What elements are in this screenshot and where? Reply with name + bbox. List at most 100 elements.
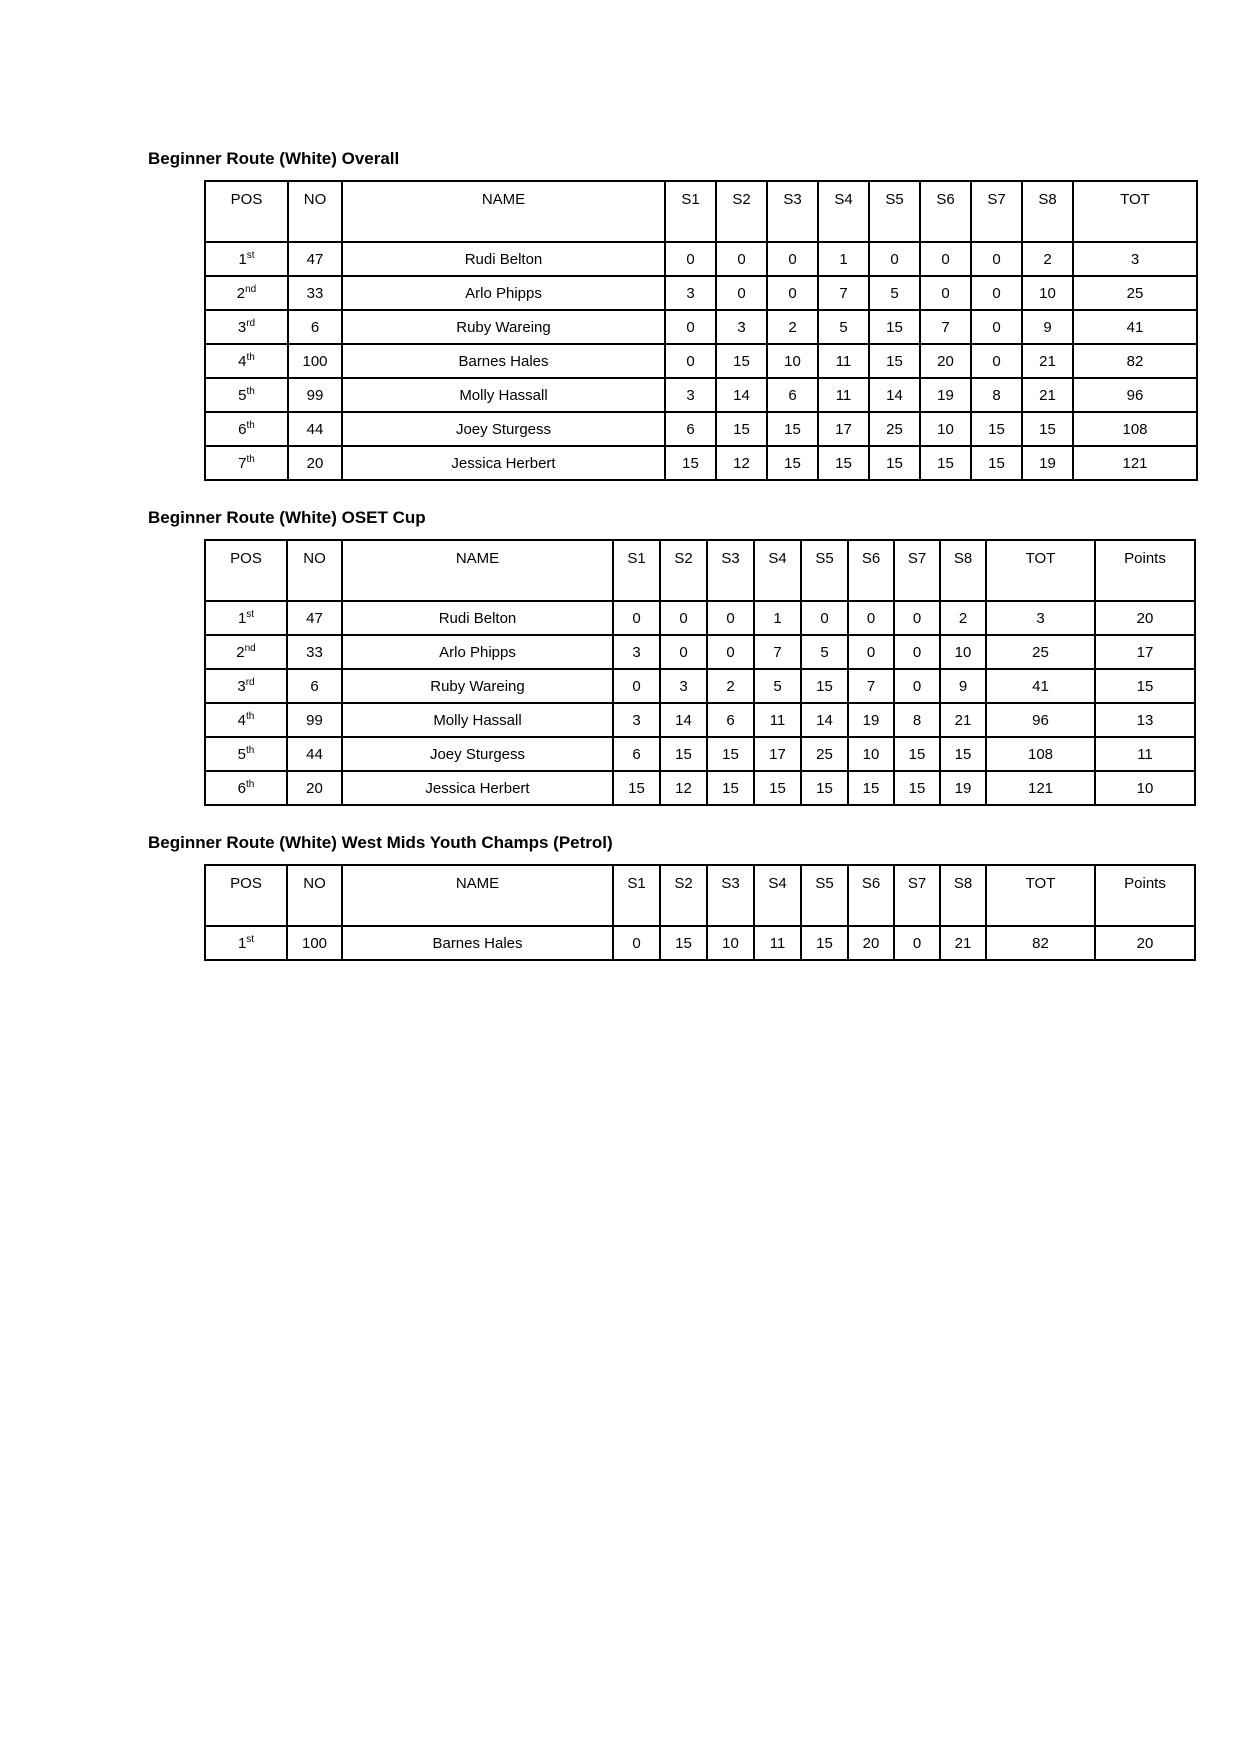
score-cell-s4: 5 xyxy=(817,309,870,345)
pos-number: 4 xyxy=(237,711,246,729)
total-cell: 41 xyxy=(1072,309,1198,345)
pos-ordinal-suffix: st xyxy=(246,249,255,261)
score-cell-s8: 21 xyxy=(1021,343,1074,379)
score-cell-s8: 10 xyxy=(939,634,987,670)
column-header-points: Points xyxy=(1094,539,1196,602)
pos-number: 3 xyxy=(237,318,247,336)
table-row: 1st 100 Barnes Hales 0 15 10 11 15 20 0 21 82 20 xyxy=(204,925,1196,961)
table-row: 3rd 6 Ruby Wareing 0 3 2 5 15 7 0 9 41 xyxy=(204,309,1198,345)
score-cell-s3: 15 xyxy=(766,445,819,481)
column-header-name: NAME xyxy=(341,539,614,602)
score-cell-s4: 11 xyxy=(817,343,870,379)
points-cell: 10 xyxy=(1094,770,1196,806)
score-cell-s7: 15 xyxy=(893,770,941,806)
score-cell-s7: 0 xyxy=(970,309,1023,345)
score-cell-s4: 15 xyxy=(753,770,802,806)
table-row: 6th 20 Jessica Herbert 15 12 15 15 15 15 15 19 121 1… xyxy=(204,770,1196,806)
pos-cell: 7th xyxy=(204,445,289,481)
results-table: POS NO NAME S1 S2 S3 S4 S5 S6 S7 S8 TOT Points 1st 47… xyxy=(204,539,1196,806)
score-cell-s6: 0 xyxy=(847,600,895,636)
score-cell-s8: 9 xyxy=(1021,309,1074,345)
column-header-s2: S2 xyxy=(715,180,768,243)
score-cell-s4: 7 xyxy=(817,275,870,311)
score-cell-s5: 15 xyxy=(800,668,849,704)
pos-number: 6 xyxy=(237,779,246,797)
column-header-no: NO xyxy=(286,539,343,602)
score-cell-s2: 0 xyxy=(659,600,708,636)
score-cell-s5: 15 xyxy=(868,309,921,345)
pos-cell: 3rd xyxy=(204,309,289,345)
rider-number-cell: 20 xyxy=(286,770,343,806)
pos-ordinal-suffix: th xyxy=(246,385,255,397)
score-cell-s3: 15 xyxy=(706,770,755,806)
results-table: POS NO NAME S1 S2 S3 S4 S5 S6 S7 S8 TOT 1st 47 Rudi B… xyxy=(204,180,1198,481)
column-header-s8: S8 xyxy=(939,864,987,927)
rider-number-cell: 44 xyxy=(286,736,343,772)
score-cell-s1: 15 xyxy=(612,770,661,806)
score-cell-s3: 6 xyxy=(766,377,819,413)
pos-cell: 5th xyxy=(204,377,289,413)
pos-number: 3 xyxy=(237,677,246,695)
score-cell-s3: 10 xyxy=(766,343,819,379)
score-cell-s2: 0 xyxy=(715,275,768,311)
points-cell: 11 xyxy=(1094,736,1196,772)
score-cell-s4: 7 xyxy=(753,634,802,670)
column-header-s6: S6 xyxy=(919,180,972,243)
column-header-points: Points xyxy=(1094,864,1196,927)
column-header-s5: S5 xyxy=(868,180,921,243)
column-header-s4: S4 xyxy=(817,180,870,243)
total-cell: 121 xyxy=(1072,445,1198,481)
score-cell-s1: 3 xyxy=(612,634,661,670)
score-cell-s4: 17 xyxy=(817,411,870,447)
rider-name-cell: Jessica Herbert xyxy=(341,445,666,481)
pos-cell: 1st xyxy=(204,600,288,636)
score-cell-s6: 19 xyxy=(847,702,895,738)
total-cell: 108 xyxy=(1072,411,1198,447)
column-header-s5: S5 xyxy=(800,539,849,602)
rider-number-cell: 6 xyxy=(286,668,343,704)
pos-number: 4 xyxy=(238,352,247,370)
column-header-pos: POS xyxy=(204,539,288,602)
score-cell-s2: 15 xyxy=(659,736,708,772)
score-cell-s8: 15 xyxy=(939,736,987,772)
column-header-s1: S1 xyxy=(664,180,717,243)
score-cell-s2: 15 xyxy=(715,343,768,379)
score-cell-s1: 15 xyxy=(664,445,717,481)
pos-cell: 4th xyxy=(204,702,288,738)
rider-name-cell: Barnes Hales xyxy=(341,925,614,961)
score-cell-s6: 7 xyxy=(919,309,972,345)
rider-number-cell: 100 xyxy=(287,343,343,379)
score-cell-s4: 11 xyxy=(753,702,802,738)
score-cell-s6: 10 xyxy=(847,736,895,772)
rider-name-cell: Rudi Belton xyxy=(341,241,666,277)
score-cell-s7: 0 xyxy=(970,275,1023,311)
column-header-s5: S5 xyxy=(800,864,849,927)
section-title: Beginner Route (White) Overall xyxy=(148,149,400,168)
section-overall: Beginner Route (White) Overall POS NO NAME… xyxy=(0,148,1240,481)
score-cell-s3: 10 xyxy=(706,925,755,961)
rider-name-cell: Molly Hassall xyxy=(341,377,666,413)
rider-number-cell: 99 xyxy=(287,377,343,413)
section-title: Beginner Route (White) OSET Cup xyxy=(148,508,426,527)
pos-ordinal-suffix: th xyxy=(246,351,255,363)
score-cell-s2: 0 xyxy=(659,634,708,670)
score-cell-s5: 14 xyxy=(868,377,921,413)
table-body: 1st 47 Rudi Belton 0 0 0 1 0 0 0 2 3 20 2nd 33 Arlo Phi… xyxy=(204,600,1196,806)
column-header-s8: S8 xyxy=(1021,180,1074,243)
column-header-s6: S6 xyxy=(847,864,895,927)
table-row: 2nd 33 Arlo Phipps 3 0 0 7 5 0 0 10 25 xyxy=(204,275,1198,311)
column-header-s4: S4 xyxy=(753,539,802,602)
score-cell-s3: 2 xyxy=(706,668,755,704)
table-row: 1st 47 Rudi Belton 0 0 0 1 0 0 0 2 3 xyxy=(204,241,1198,277)
rider-name-cell: Rudi Belton xyxy=(341,600,614,636)
column-header-name: NAME xyxy=(341,864,614,927)
section-oset-cup: Beginner Route (White) OSET Cup POS NO NAM… xyxy=(0,507,1240,806)
table-header: POS NO NAME S1 S2 S3 S4 S5 S6 S7 S8 TOT Points xyxy=(204,864,1196,927)
total-cell: 25 xyxy=(1072,275,1198,311)
total-cell: 96 xyxy=(985,702,1096,738)
pos-number: 2 xyxy=(236,643,245,661)
score-cell-s2: 15 xyxy=(659,925,708,961)
section-title: Beginner Route (White) West Mids Youth C… xyxy=(148,833,613,852)
rider-name-cell: Ruby Wareing xyxy=(341,309,666,345)
rider-name-cell: Arlo Phipps xyxy=(341,275,666,311)
